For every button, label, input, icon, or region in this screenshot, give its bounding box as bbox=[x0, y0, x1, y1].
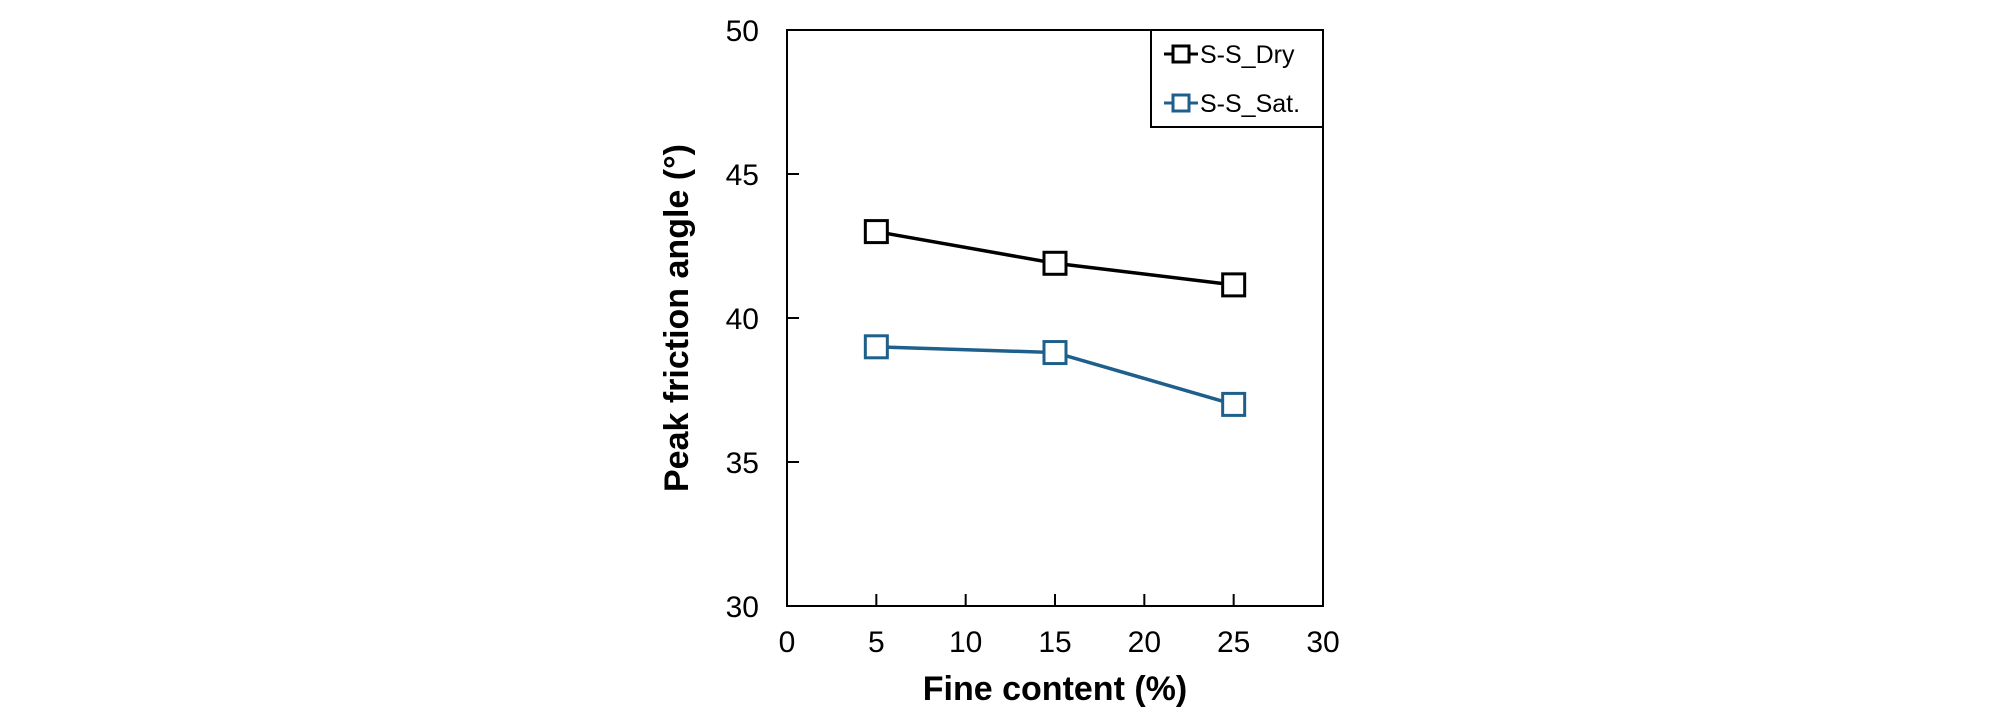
data-point-marker bbox=[1042, 340, 1068, 366]
x-tick-label: 25 bbox=[1217, 626, 1250, 659]
data-point-marker bbox=[1221, 391, 1247, 417]
plot-area-frame bbox=[786, 29, 1324, 607]
legend: S-S_Dry S-S_Sat. bbox=[1150, 29, 1324, 128]
series-1 bbox=[863, 219, 1247, 298]
legend-item: S-S_Sat. bbox=[1164, 90, 1300, 118]
x-tick-label: 10 bbox=[949, 626, 982, 659]
legend-marker bbox=[1171, 44, 1191, 64]
axis-tick-labels: 0 5 10 15 20 25 30 30 35 40 45 50 bbox=[726, 15, 1340, 659]
data-point-marker bbox=[863, 334, 889, 360]
x-tick-label: 15 bbox=[1038, 626, 1071, 659]
y-axis-title: Peak friction angle (°) bbox=[658, 144, 696, 492]
x-tick-label: 0 bbox=[779, 626, 796, 659]
legend-marker bbox=[1171, 93, 1191, 113]
y-tick-label: 30 bbox=[726, 591, 759, 624]
series-2 bbox=[863, 334, 1247, 417]
legend-label: S-S_Sat. bbox=[1200, 90, 1300, 118]
x-tick-label: 20 bbox=[1128, 626, 1161, 659]
x-tick-label: 30 bbox=[1306, 626, 1339, 659]
data-point-marker bbox=[863, 219, 889, 245]
x-tick-label: 5 bbox=[868, 626, 885, 659]
data-point-marker bbox=[1042, 250, 1068, 276]
data-point-marker bbox=[1221, 272, 1247, 298]
series-layer bbox=[863, 219, 1247, 417]
y-tick-label: 50 bbox=[726, 15, 759, 48]
legend-label: S-S_Dry bbox=[1200, 41, 1295, 69]
y-tick-label: 35 bbox=[726, 447, 759, 480]
legend-item: S-S_Dry bbox=[1164, 41, 1295, 69]
y-tick-label: 45 bbox=[726, 159, 759, 192]
y-tick-label: 40 bbox=[726, 303, 759, 336]
x-axis-title: Fine content (%) bbox=[923, 670, 1187, 708]
